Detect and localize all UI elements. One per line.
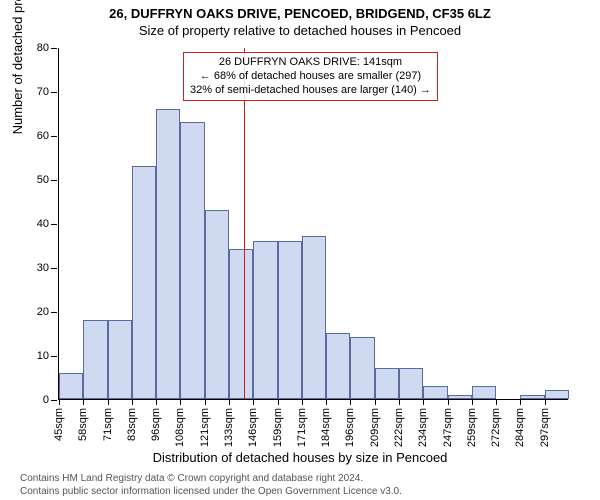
annotation-line-2: ← 68% of detached houses are smaller (29…	[190, 70, 431, 84]
histogram-bar	[520, 395, 544, 399]
y-axis-label: Number of detached properties	[10, 0, 25, 134]
histogram-bar	[448, 395, 472, 399]
x-tick-label: 159sqm	[272, 408, 284, 447]
y-tick	[51, 312, 57, 313]
x-tick	[156, 399, 157, 405]
x-tick	[59, 399, 60, 405]
x-tick-label: 58sqm	[77, 408, 89, 441]
histogram-bar	[278, 241, 302, 399]
x-tick	[132, 399, 133, 405]
x-tick	[448, 399, 449, 405]
x-tick-label: 222sqm	[393, 408, 405, 447]
histogram-bar	[399, 368, 423, 399]
histogram-bar	[83, 320, 107, 399]
x-tick	[496, 399, 497, 405]
attribution-footer: Contains HM Land Registry data © Crown c…	[0, 473, 600, 498]
y-tick-label: 0	[43, 394, 49, 406]
x-tick-label: 96sqm	[150, 408, 162, 441]
y-tick	[51, 356, 57, 357]
histogram-plot: 26 DUFFRYN OAKS DRIVE: 141sqm ← 68% of d…	[58, 48, 568, 400]
x-tick-label: 234sqm	[417, 408, 429, 447]
footer-line-1: Contains HM Land Registry data © Crown c…	[20, 473, 600, 486]
histogram-bar	[545, 390, 569, 399]
x-tick-label: 146sqm	[247, 408, 259, 447]
x-tick-label: 209sqm	[369, 408, 381, 447]
chart-title-description: Size of property relative to detached ho…	[0, 21, 600, 38]
x-tick-label: 184sqm	[320, 408, 332, 447]
annotation-line-3: 32% of semi-detached houses are larger (…	[190, 84, 431, 98]
histogram-bar	[205, 210, 229, 399]
x-tick-label: 297sqm	[539, 408, 551, 447]
histogram-bar	[132, 166, 156, 399]
x-tick	[180, 399, 181, 405]
x-tick-label: 133sqm	[223, 408, 235, 447]
x-tick-label: 83sqm	[126, 408, 138, 441]
histogram-bar	[156, 109, 180, 399]
x-tick	[375, 399, 376, 405]
y-tick	[51, 136, 57, 137]
x-tick-label: 284sqm	[514, 408, 526, 447]
histogram-bar	[375, 368, 399, 399]
x-tick	[520, 399, 521, 405]
x-tick	[108, 399, 109, 405]
x-tick-label: 196sqm	[344, 408, 356, 447]
annotation-line-1: 26 DUFFRYN OAKS DRIVE: 141sqm	[190, 56, 431, 70]
x-tick	[278, 399, 279, 405]
x-tick-label: 272sqm	[490, 408, 502, 447]
y-tick-label: 10	[37, 350, 49, 362]
histogram-bar	[326, 333, 350, 399]
x-tick-label: 259sqm	[466, 408, 478, 447]
y-tick	[51, 180, 57, 181]
x-tick	[83, 399, 84, 405]
y-tick-label: 40	[37, 218, 49, 230]
x-tick-label: 121sqm	[199, 408, 211, 447]
x-tick-label: 171sqm	[296, 408, 308, 447]
property-annotation-box: 26 DUFFRYN OAKS DRIVE: 141sqm ← 68% of d…	[183, 52, 438, 101]
x-tick-label: 108sqm	[174, 408, 186, 447]
y-tick	[51, 224, 57, 225]
y-tick-label: 50	[37, 174, 49, 186]
x-tick-label: 71sqm	[102, 408, 114, 441]
x-tick	[472, 399, 473, 405]
x-tick	[423, 399, 424, 405]
y-tick	[51, 268, 57, 269]
y-tick-label: 70	[37, 86, 49, 98]
x-tick-label: 247sqm	[442, 408, 454, 447]
x-tick	[302, 399, 303, 405]
y-tick-label: 60	[37, 130, 49, 142]
chart-title-address: 26, DUFFRYN OAKS DRIVE, PENCOED, BRIDGEN…	[0, 0, 600, 21]
x-tick	[545, 399, 546, 405]
histogram-bar	[350, 337, 374, 399]
x-axis-label: Distribution of detached houses by size …	[0, 450, 600, 465]
x-tick	[350, 399, 351, 405]
histogram-bar	[472, 386, 496, 399]
x-tick	[229, 399, 230, 405]
histogram-bar	[108, 320, 132, 399]
y-tick	[51, 92, 57, 93]
footer-line-2: Contains public sector information licen…	[20, 486, 600, 499]
y-tick-label: 20	[37, 306, 49, 318]
y-tick-label: 30	[37, 262, 49, 274]
y-tick-label: 80	[37, 42, 49, 54]
histogram-bar	[180, 122, 204, 399]
x-tick	[205, 399, 206, 405]
x-tick	[253, 399, 254, 405]
histogram-bar	[229, 249, 253, 399]
x-tick	[399, 399, 400, 405]
x-tick	[326, 399, 327, 405]
histogram-bar	[302, 236, 326, 399]
y-tick	[51, 48, 57, 49]
y-tick	[51, 400, 57, 401]
x-tick-label: 45sqm	[53, 408, 65, 441]
histogram-bar	[423, 386, 447, 399]
histogram-bar	[59, 373, 83, 399]
histogram-bar	[253, 241, 277, 399]
